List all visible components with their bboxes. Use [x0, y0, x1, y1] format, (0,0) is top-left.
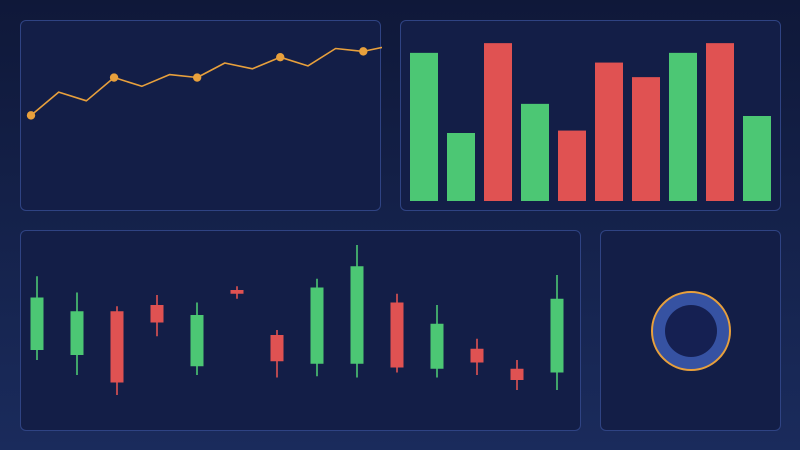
candle-body: [190, 315, 204, 367]
candle-body: [270, 335, 284, 362]
candle: [470, 338, 484, 375]
line-chart: [26, 46, 382, 120]
candle: [510, 360, 524, 390]
ring-gauge: [651, 291, 731, 371]
candle-body: [110, 311, 124, 383]
line-point: [276, 52, 285, 62]
bar: [410, 52, 438, 201]
candle: [70, 292, 84, 375]
candle: [350, 245, 364, 378]
line-point: [192, 73, 202, 82]
candle: [270, 330, 284, 378]
candle-body: [430, 323, 444, 369]
candle-body: [30, 297, 44, 350]
bar: [558, 130, 586, 201]
bar-chart-panel: [400, 20, 781, 211]
candle: [430, 305, 444, 378]
candle: [310, 278, 324, 377]
line-point: [359, 47, 368, 56]
candlestick-chart-panel: [20, 230, 581, 431]
candle: [390, 293, 404, 373]
bar: [743, 116, 771, 201]
candle-body: [550, 298, 564, 373]
line-point: [26, 111, 36, 120]
line-chart-panel: [20, 20, 382, 211]
candle-body: [70, 311, 84, 355]
candle: [110, 306, 124, 395]
candle-body: [150, 305, 164, 323]
candle: [230, 286, 244, 299]
line-series: [30, 46, 382, 117]
candle-body: [510, 368, 524, 380]
ring-gauge-panel: [600, 230, 781, 431]
candle-body: [310, 287, 324, 364]
candle: [190, 302, 204, 375]
bar: [484, 43, 512, 202]
bar: [669, 52, 697, 201]
bar: [447, 133, 475, 201]
candle-body: [230, 290, 244, 294]
bar-chart: [410, 43, 771, 202]
bar: [706, 43, 734, 202]
bar: [632, 77, 660, 201]
bar: [521, 103, 549, 201]
line-point: [109, 73, 119, 82]
candle-body: [350, 266, 364, 364]
candle: [550, 275, 564, 390]
candle-body: [390, 302, 404, 368]
candle: [150, 295, 164, 337]
ring-hole: [665, 305, 717, 357]
bar: [595, 62, 623, 202]
candle: [30, 276, 44, 360]
candlestick-chart: [30, 245, 564, 395]
candle-body: [470, 348, 484, 363]
